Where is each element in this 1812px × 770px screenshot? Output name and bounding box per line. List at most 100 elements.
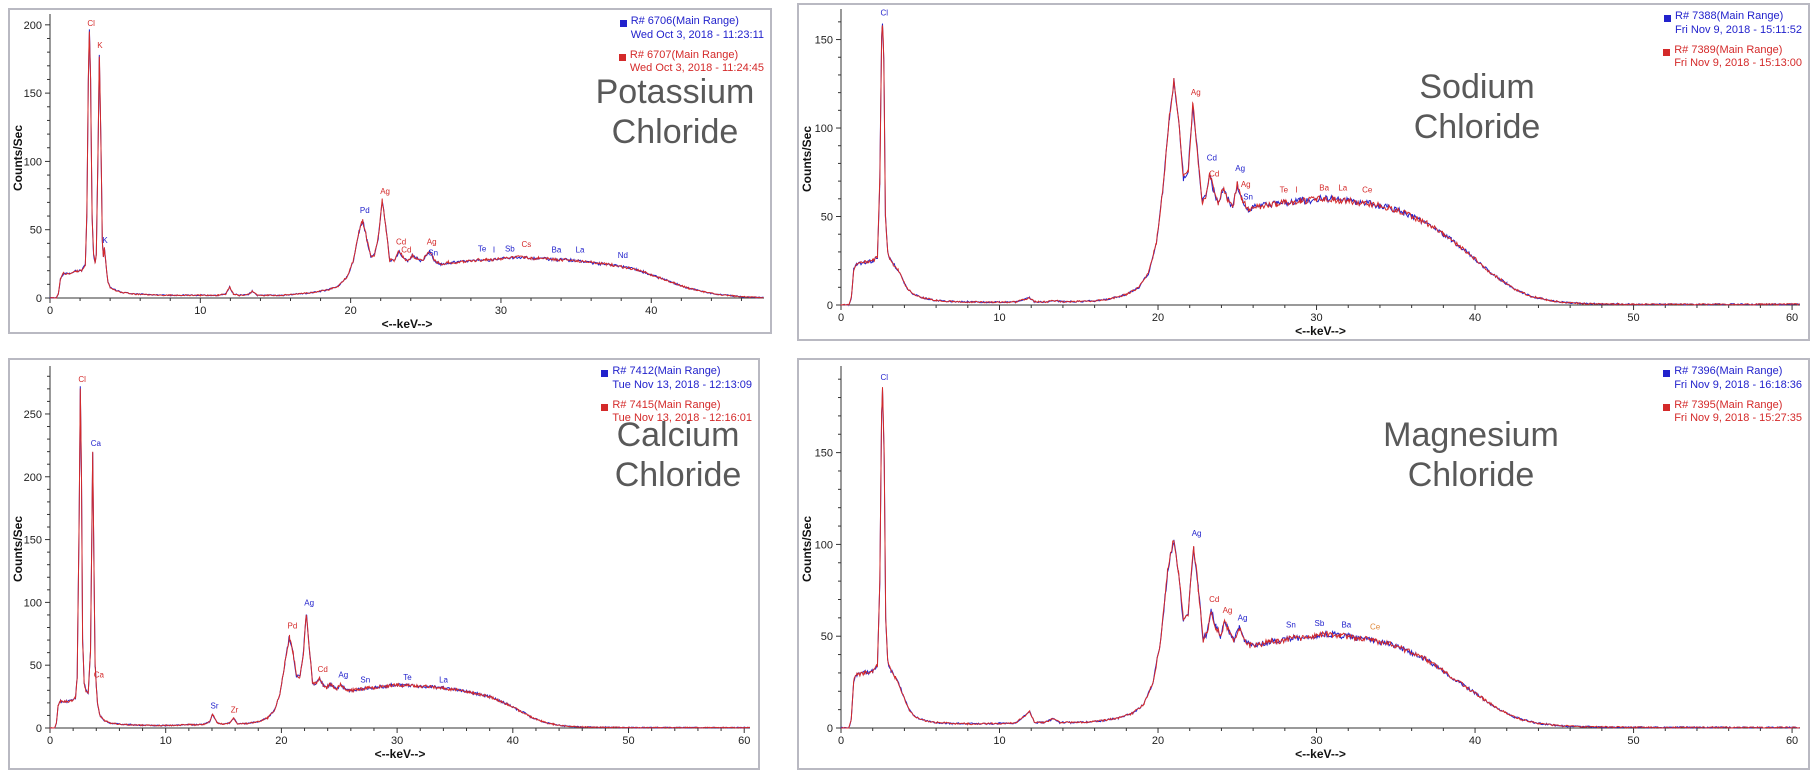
peak-label-ag: Ag	[304, 599, 314, 608]
legend-swatch-red	[1663, 48, 1671, 56]
y-tick-label: 0	[36, 723, 42, 735]
chart-legend: R# 7396(Main Range) Fri Nov 9, 2018 - 16…	[1663, 365, 1802, 432]
legend-swatch-blue	[1664, 15, 1672, 22]
peak-label-ca: Ca	[91, 439, 102, 448]
peak-label-cd: Cd	[396, 237, 406, 246]
y-tick-label: 50	[30, 225, 42, 237]
x-tick-label: 10	[993, 735, 1005, 747]
legend-item: R# 7389(Main Range) Fri Nov 9, 2018 - 15…	[1663, 44, 1802, 72]
legend-date-label: Wed Oct 3, 2018 - 11:24:45	[629, 62, 764, 75]
y-tick-label: 200	[24, 20, 42, 32]
legend-swatch-red	[1663, 403, 1671, 411]
chart-title-sodium-chloride: Sodium Chloride	[1413, 68, 1541, 147]
x-tick-label: 30	[391, 735, 403, 747]
x-tick-label: 40	[1469, 735, 1481, 747]
x-tick-label: 0	[838, 735, 844, 747]
peak-label-te: Te	[1280, 185, 1289, 194]
spectrum-series-red	[840, 25, 1800, 306]
legend-date-label: Fri Nov 9, 2018 - 15:27:35	[1674, 412, 1802, 425]
peak-label-sb: Sb	[505, 244, 515, 253]
x-tick-label: 20	[1152, 312, 1164, 324]
peak-label-ag: Ag	[1241, 180, 1251, 189]
legend-date-label: Tue Nov 13, 2018 - 12:13:09	[612, 378, 752, 391]
spectrum-series-red	[49, 388, 751, 729]
peak-label-ag: Ag	[1223, 606, 1233, 615]
x-tick-label: 40	[1469, 312, 1481, 324]
peak-label-sn: Sn	[360, 675, 370, 684]
peak-label-sr: Sr	[211, 702, 219, 711]
chart-title-magnesium-chloride: Magnesium Chloride	[1383, 416, 1559, 495]
peak-label-ce: Ce	[1362, 185, 1373, 194]
x-tick-label: 20	[345, 305, 357, 317]
x-tick-label: 40	[645, 305, 657, 317]
peak-label-sb: Sb	[1315, 619, 1325, 628]
peak-label-pd: Pd	[288, 621, 298, 630]
peak-label-ca: Ca	[94, 670, 105, 679]
legend-swatch-blue	[601, 370, 609, 377]
peak-label-ba: Ba	[1341, 621, 1351, 630]
x-tick-label: 50	[1627, 735, 1639, 747]
peak-label-sn: Sn	[1286, 621, 1296, 630]
legend-date-label: Fri Nov 9, 2018 - 16:18:36	[1674, 378, 1802, 391]
chart-panel-sodium-chloride: 0 10 20 30 40 50 60 0 50 100 150 <--keV--> Counts/Se…	[797, 3, 1810, 341]
x-tick-label: 60	[1786, 735, 1798, 747]
peak-label-ag: Ag	[380, 187, 390, 196]
y-tick-label: 0	[36, 293, 42, 305]
y-tick-label: 100	[815, 539, 833, 551]
y-axis-label: Counts/Sec	[11, 516, 25, 582]
x-tick-label: 10	[993, 312, 1005, 324]
peak-label-cd: Cd	[1207, 153, 1217, 162]
peak-label-cl: Cl	[78, 375, 86, 384]
legend-swatch-red	[601, 403, 609, 411]
y-tick-label: 100	[24, 597, 42, 609]
spectrum-series-blue	[840, 23, 1800, 307]
y-tick-label: 50	[30, 660, 42, 672]
y-tick-label: 150	[24, 535, 42, 547]
peak-label-i: I	[493, 246, 495, 255]
x-axis-label: <--keV-->	[1295, 324, 1346, 338]
peak-label-sn: Sn	[1243, 192, 1253, 201]
x-axis-label: <--keV-->	[382, 317, 433, 331]
peak-label-ag: Ag	[1238, 613, 1248, 622]
y-tick-label: 100	[815, 123, 833, 135]
x-tick-label: 60	[1786, 312, 1798, 324]
x-tick-label: 30	[1310, 312, 1322, 324]
peak-label-la: La	[439, 675, 448, 684]
x-tick-label: 30	[495, 305, 507, 317]
peak-label-sn: Sn	[428, 248, 438, 257]
chart-title-potassium-chloride: Potassium Chloride	[595, 73, 755, 152]
y-axis-label: Counts/Sec	[800, 516, 814, 582]
peak-label-cl: Cl	[87, 19, 95, 28]
legend-item: R# 7412(Main Range) Tue Nov 13, 2018 - 1…	[601, 365, 752, 393]
peak-label-la: La	[1338, 184, 1347, 193]
legend-swatch-blue	[619, 20, 627, 27]
peak-label-ag: Ag	[427, 237, 437, 246]
peak-label-zr: Zr	[231, 705, 239, 714]
spectrum-series-red	[840, 387, 1800, 729]
x-tick-label: 20	[275, 735, 287, 747]
peak-label-ba: Ba	[552, 246, 562, 255]
legend-date-label: Fri Nov 9, 2018 - 15:13:00	[1674, 57, 1802, 70]
spectrum-plot-potassium-chloride: 0 10 20 30 40 0 50 100 150 200 <--keV--> Counts/Sec…	[11, 14, 764, 331]
peak-label-ce: Ce	[1370, 623, 1381, 632]
peak-label-cd: Cd	[318, 665, 328, 674]
peak-label-te: Te	[478, 244, 487, 253]
legend-run-label: R# 6707(Main Range)	[629, 48, 739, 61]
spectrum-plot-calcium-chloride: 0 10 20 30 40 50 60 0 50 100 150 200 250 <--keV--> Cou…	[11, 366, 751, 761]
legend-swatch-red	[618, 53, 626, 61]
peak-label-ag: Ag	[1192, 529, 1202, 538]
y-tick-label: 150	[24, 88, 42, 100]
peak-label-te: Te	[403, 673, 412, 682]
y-tick-label: 250	[24, 409, 42, 421]
x-tick-label: 50	[1627, 312, 1639, 324]
chart-legend: R# 6706(Main Range) Wed Oct 3, 2018 - 11…	[618, 15, 764, 82]
legend-run-label: R# 7412(Main Range)	[612, 365, 721, 377]
spectrum-series-blue	[840, 388, 1800, 729]
x-tick-label: 0	[838, 312, 844, 324]
chart-panel-potassium-chloride: 0 10 20 30 40 0 50 100 150 200 <--keV--> Counts/Sec…	[8, 8, 772, 334]
legend-date-label: Fri Nov 9, 2018 - 15:11:52	[1675, 23, 1802, 36]
legend-item: R# 6706(Main Range) Wed Oct 3, 2018 - 11…	[619, 15, 764, 43]
x-tick-label: 50	[622, 735, 634, 747]
peak-label-ba: Ba	[1319, 184, 1329, 193]
legend-item: R# 7415(Main Range) Tue Nov 13, 2018 - 1…	[601, 399, 752, 427]
